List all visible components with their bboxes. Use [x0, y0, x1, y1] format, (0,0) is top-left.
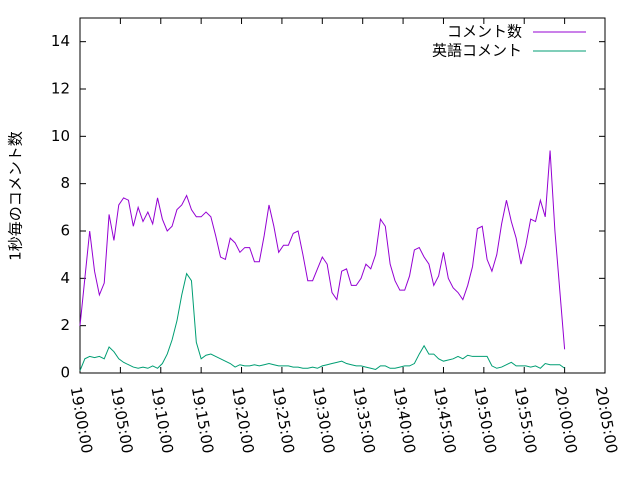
x-tick-label: 19:50:00 — [470, 385, 499, 454]
y-axis-label: 1秒毎のコメント数 — [7, 131, 25, 261]
plot-border — [79, 17, 606, 374]
x-tick-label: 19:55:00 — [511, 385, 540, 454]
y-tick-label: 0 — [60, 364, 70, 382]
x-tick-label: 19:25:00 — [269, 385, 298, 454]
legend-label: 英語コメント — [432, 42, 522, 60]
series-line — [79, 272, 565, 371]
x-tick-label: 19:30:00 — [309, 385, 338, 454]
x-tick-label: 20:05:00 — [592, 385, 621, 454]
y-tick-label: 12 — [51, 80, 70, 98]
y-tick-label: 4 — [60, 269, 70, 287]
y-tick-label: 6 — [60, 222, 70, 240]
y-tick-label: 2 — [60, 316, 70, 334]
y-tick-label: 10 — [51, 127, 70, 145]
x-tick-label: 19:35:00 — [349, 385, 378, 454]
x-tick-label: 19:45:00 — [430, 385, 459, 454]
legend-label: コメント数 — [447, 23, 522, 41]
x-tick-label: 19:00:00 — [67, 385, 96, 454]
x-tick-label: 19:05:00 — [107, 385, 136, 454]
x-tick-label: 19:15:00 — [188, 385, 217, 454]
x-tick-label: 19:20:00 — [228, 385, 257, 454]
y-tick-label: 8 — [60, 174, 70, 192]
x-tick-label: 20:00:00 — [551, 385, 580, 454]
x-tick-label: 19:40:00 — [390, 385, 419, 454]
series-line — [79, 150, 566, 350]
y-tick-label: 14 — [51, 32, 70, 50]
x-tick-label: 19:10:00 — [147, 385, 176, 454]
